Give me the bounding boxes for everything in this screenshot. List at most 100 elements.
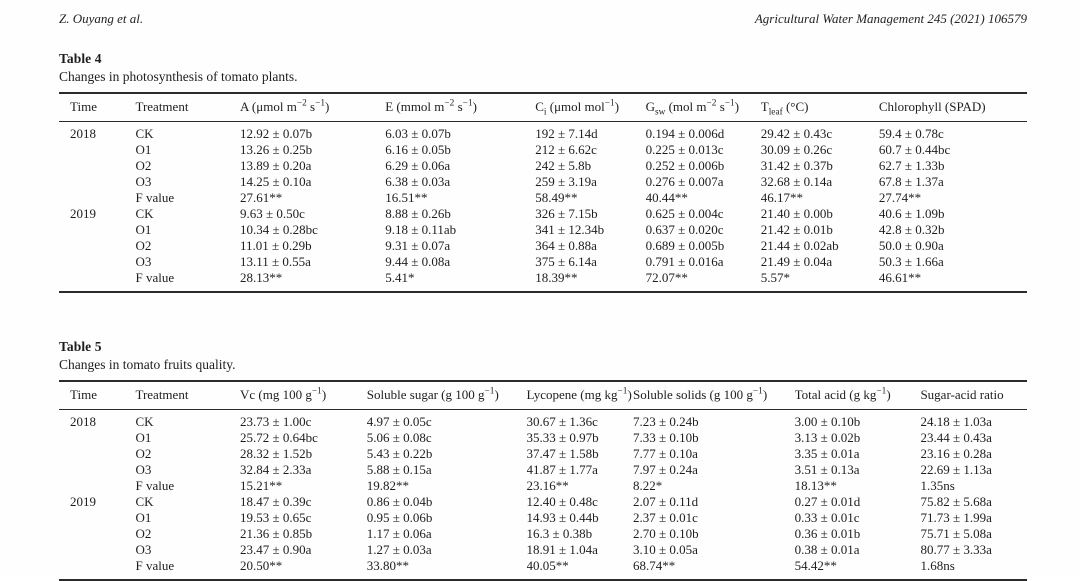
- table-cell: 16.3 ± 0.38b: [526, 526, 593, 541]
- table-cell: 0.689 ± 0.005b: [645, 238, 725, 253]
- table-cell: 6.16 ± 0.05b: [385, 142, 451, 157]
- table-cell: 8.88 ± 0.26b: [385, 206, 451, 221]
- table-cell: 60.7 ± 0.44bc: [878, 142, 951, 157]
- table-row: 2019 CK 18.47 ± 0.39c 0.86 ± 0.04b 12.40 ± 0…: [59, 494, 1027, 510]
- table-cell: 1.35ns: [920, 478, 955, 493]
- table-cell: O1: [135, 142, 152, 157]
- table-cell: 15.21**: [240, 478, 283, 493]
- table-row: O3 13.11 ± 0.55a 9.44 ± 0.08a 375 ± 6.14a 0.…: [59, 254, 1027, 270]
- table-cell: 0.637 ± 0.020c: [645, 222, 724, 237]
- table-cell: 12.40 ± 0.48c: [526, 494, 598, 509]
- table-cell: 46.61**: [878, 270, 922, 285]
- table-cell: 33.80**: [366, 558, 410, 573]
- table-cell: 3.35 ± 0.01a: [794, 446, 860, 461]
- table-cell: 0.36 ± 0.01b: [794, 526, 861, 541]
- table-cell: 0.95 ± 0.06b: [366, 510, 433, 525]
- table-cell: 28.13**: [240, 270, 283, 285]
- table-cell: 1.17 ± 0.06a: [366, 526, 432, 541]
- table-cell: 5.06 ± 0.08c: [366, 430, 432, 445]
- table-cell: 71.73 ± 1.99a: [920, 510, 992, 525]
- table-cell: 364 ± 0.88a: [535, 238, 597, 253]
- table-cell: 40.44**: [645, 190, 688, 205]
- table-cell: 23.44 ± 0.43a: [920, 430, 992, 445]
- table-cell: 21.49 ± 0.04a: [760, 254, 833, 269]
- table-cell: 75.82 ± 5.68a: [920, 494, 992, 509]
- table-cell: 0.194 ± 0.006d: [645, 126, 725, 141]
- table-cell: 2019: [70, 494, 96, 509]
- table-cell: F value: [135, 270, 175, 285]
- table-cell: 29.42 ± 0.43c: [760, 126, 833, 141]
- column-header: Ci (μmol mol−1): [535, 93, 646, 122]
- column-header: E (mmol m−2 s−1): [385, 93, 536, 122]
- table-cell: 0.791 ± 0.016a: [645, 254, 724, 269]
- column-header: Chlorophyll (SPAD): [878, 93, 1027, 122]
- table-cell: 23.73 ± 1.00c: [240, 414, 312, 429]
- table-cell: 42.8 ± 0.32b: [878, 222, 945, 237]
- table-cell: 35.33 ± 0.97b: [526, 430, 599, 445]
- table-cell: 18.47 ± 0.39c: [240, 494, 312, 509]
- table-row: O2 28.32 ± 1.52b 5.43 ± 0.22b 37.47 ± 1.58b…: [59, 446, 1027, 462]
- column-header: Soluble solids (g 100 g−1): [632, 381, 795, 410]
- table-cell: F value: [135, 190, 175, 205]
- table-cell: 12.92 ± 0.07b: [240, 126, 313, 141]
- table-4-label: Table 4: [59, 51, 102, 66]
- table-cell: 10.34 ± 0.28bc: [240, 222, 318, 237]
- column-header: Time: [59, 381, 136, 410]
- table-cell: O2: [135, 238, 152, 253]
- table-cell: 7.97 ± 0.24a: [632, 462, 698, 477]
- table-cell: 18.91 ± 1.04a: [526, 542, 598, 557]
- table-cell: O3: [135, 462, 152, 477]
- table-cell: 22.69 ± 1.13a: [920, 462, 992, 477]
- table-cell: 68.74**: [632, 558, 676, 573]
- table-cell: 5.57*: [760, 270, 790, 285]
- authors-header: Z. Ouyang et al.: [59, 11, 144, 26]
- table-cell: 50.3 ± 1.66a: [878, 254, 944, 269]
- table-cell: 28.32 ± 1.52b: [240, 446, 313, 461]
- table-cell: 5.43 ± 0.22b: [366, 446, 433, 461]
- table-cell: 5.88 ± 0.15a: [366, 462, 432, 477]
- table-cell: 75.71 ± 5.08a: [920, 526, 992, 541]
- table-row: F value 20.50** 33.80** 40.05** 68.74** 54.42…: [59, 558, 1027, 580]
- table-cell: 21.44 ± 0.02ab: [760, 238, 839, 253]
- table-4-caption: Changes in photosynthesis of tomato plan…: [59, 69, 298, 84]
- table-cell: 9.31 ± 0.07a: [385, 238, 451, 253]
- table-cell: 27.61**: [240, 190, 283, 205]
- table-cell: O3: [135, 542, 152, 557]
- column-header: Gsw (mol m−2 s−1): [645, 93, 761, 122]
- table-cell: CK: [135, 126, 154, 141]
- table-cell: 11.01 ± 0.29b: [240, 238, 312, 253]
- table-row: F value 27.61** 16.51** 58.49** 40.44** 46.17…: [59, 190, 1027, 206]
- table-5-section: Table 5 Changes in tomato fruits quality…: [59, 339, 1027, 581]
- table-cell: [59, 526, 135, 542]
- table-cell: 1.27 ± 0.03a: [366, 542, 432, 557]
- table-cell: O1: [135, 510, 152, 525]
- table-cell: 18.39**: [535, 270, 578, 285]
- table-cell: [59, 174, 135, 190]
- column-header: Vc (mg 100 g−1): [240, 381, 367, 410]
- table-cell: 0.86 ± 0.04b: [366, 494, 433, 509]
- table-cell: 212 ± 6.62c: [535, 142, 597, 157]
- table-cell: 19.82**: [366, 478, 410, 493]
- table-cell: 0.225 ± 0.013c: [645, 142, 724, 157]
- table-cell: 54.42**: [794, 558, 837, 573]
- table-cell: 19.53 ± 0.65c: [240, 510, 312, 525]
- table-cell: 21.36 ± 0.85b: [240, 526, 313, 541]
- table-cell: 23.16**: [526, 478, 569, 493]
- table-row: O2 11.01 ± 0.29b 9.31 ± 0.07a 364 ± 0.88a 0.…: [59, 238, 1027, 254]
- table-row: O1 19.53 ± 0.65c 0.95 ± 0.06b 14.93 ± 0.44b…: [59, 510, 1027, 526]
- table-cell: 3.51 ± 0.13a: [794, 462, 860, 477]
- table-row: O1 25.72 ± 0.64bc 5.06 ± 0.08c 35.33 ± 0.97…: [59, 430, 1027, 446]
- table-cell: 7.33 ± 0.10b: [632, 430, 699, 445]
- table-5-label: Table 5: [59, 339, 102, 354]
- table-cell: 24.18 ± 1.03a: [920, 414, 992, 429]
- table-row: 2019 CK 9.63 ± 0.50c 8.88 ± 0.26b 326 ± 7.15…: [59, 206, 1027, 222]
- table-cell: [59, 142, 135, 158]
- table-cell: 37.47 ± 1.58b: [526, 446, 599, 461]
- table-cell: [59, 542, 135, 558]
- table-cell: 3.00 ± 0.10b: [794, 414, 861, 429]
- table-cell: 23.47 ± 0.90a: [240, 542, 312, 557]
- table-cell: 20.50**: [240, 558, 283, 573]
- table-cell: 0.27 ± 0.01d: [794, 494, 861, 509]
- table-cell: 0.33 ± 0.01c: [794, 510, 860, 525]
